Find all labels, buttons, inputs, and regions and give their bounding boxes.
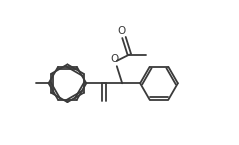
- Text: O: O: [118, 26, 126, 36]
- Text: O: O: [110, 54, 119, 64]
